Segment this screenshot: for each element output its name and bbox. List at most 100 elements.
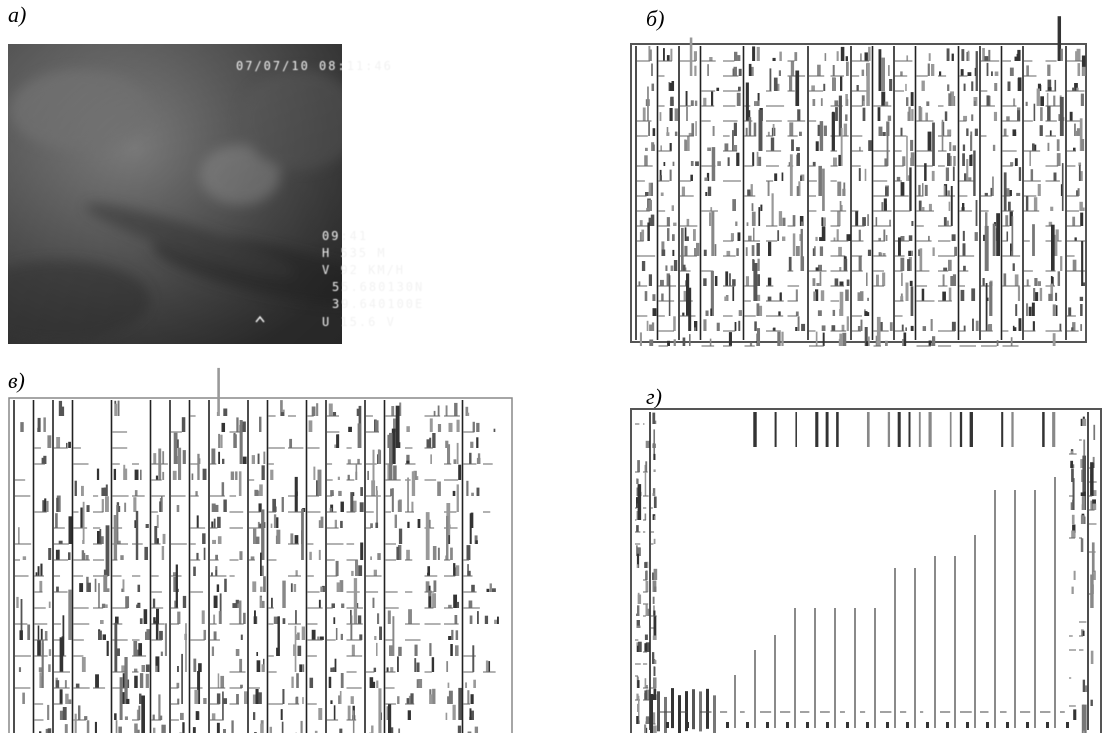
hist-bar [27,625,30,641]
hist-bar [37,640,41,656]
hist-bar [855,211,858,226]
hist-bar [780,292,782,301]
hist-bar [412,471,415,496]
hist-bar [182,722,184,733]
hist-bar [316,403,318,416]
hist-bar [1004,129,1007,136]
hist-bar [398,729,400,733]
hist-bar [654,666,656,676]
hist-bar [986,722,989,728]
hist-bar [212,540,216,544]
hist-bar [821,98,823,106]
hist-bar [215,555,218,560]
hist-bar [758,259,760,271]
hist-bar [1046,722,1049,728]
hist-bar [144,547,148,560]
hist-bar [667,217,670,226]
hist-bar [768,297,772,301]
hist-bar [446,661,448,672]
hist-bar [433,546,437,560]
hist-bar [414,658,416,672]
hist-bar [333,617,335,624]
hist-bar [923,326,926,331]
hist-bar [645,148,648,151]
hist-bar [882,273,885,287]
hist-bar [944,217,947,226]
hist-bar [929,341,932,347]
hist-bar [477,611,479,624]
hist-bar [910,281,913,286]
hist-bar [638,595,641,605]
hist-bar [844,124,847,136]
hist-bar [341,502,344,512]
hist-bar [182,417,186,432]
hist-bar [217,368,220,416]
hist-bar [1082,456,1086,496]
hist-bar [260,587,263,592]
hist-bar [177,612,180,624]
hist-bar [832,112,835,151]
hist-bar [652,84,655,91]
hist-bar [100,529,102,544]
hist-bar [231,472,234,481]
hist-bar [283,618,286,624]
hist-bar [974,101,976,106]
hist-bar [56,680,59,688]
hist-bar [274,514,276,528]
hist-bar [839,267,841,271]
hist-bar [779,211,782,226]
hist-bar [1060,324,1062,331]
hist-bar [159,631,163,640]
hist-bar [82,550,84,560]
hist-bar [838,247,842,256]
hist-bar [82,657,86,672]
hist-bar [263,576,266,592]
hist-bar [922,81,925,91]
hist-bar [1029,152,1031,167]
hist-bar [310,678,314,688]
hist-bar [408,609,412,624]
hist-bar [204,548,206,560]
hist-bar [494,620,497,624]
hist-bar [467,545,471,560]
hist-bar [949,142,951,151]
hist-bar [753,228,755,241]
hist-bar [922,289,925,301]
hist-bar [711,211,714,256]
hist-bar [217,723,220,733]
hist-bar [770,68,772,91]
hist-bar [197,515,199,528]
hist-bar [348,427,352,432]
hist-bar [1013,129,1017,136]
hist-bar [988,324,992,331]
hist-bar [909,235,913,241]
hist-bar [644,724,646,733]
hist-bar [947,153,950,166]
hist-bar [251,556,255,560]
hist-bar [652,652,654,664]
hist-bar [647,223,649,242]
hist-bar [844,259,847,271]
hist-bar [211,449,215,465]
hist-bar [837,182,841,196]
hist-bar [348,706,351,720]
hist-bar [68,699,71,704]
hist-bar [203,469,207,480]
hist-bar [1083,680,1085,692]
hist-bar [778,311,780,316]
hist-bar [964,326,966,331]
hist-bar [645,291,648,301]
hist-bar [859,147,861,151]
hist-bar [458,465,461,480]
hist-bar [118,401,120,416]
hist-bar [774,78,778,91]
hist-bar [156,621,159,640]
hist-bar [20,630,23,640]
hist-bar [177,683,180,688]
hist-bar [47,705,49,720]
hist-bar [975,232,978,241]
hist-bar [1040,125,1043,136]
hist-bar [408,710,411,720]
hist-bar [795,71,799,107]
hist-bar [271,598,273,608]
